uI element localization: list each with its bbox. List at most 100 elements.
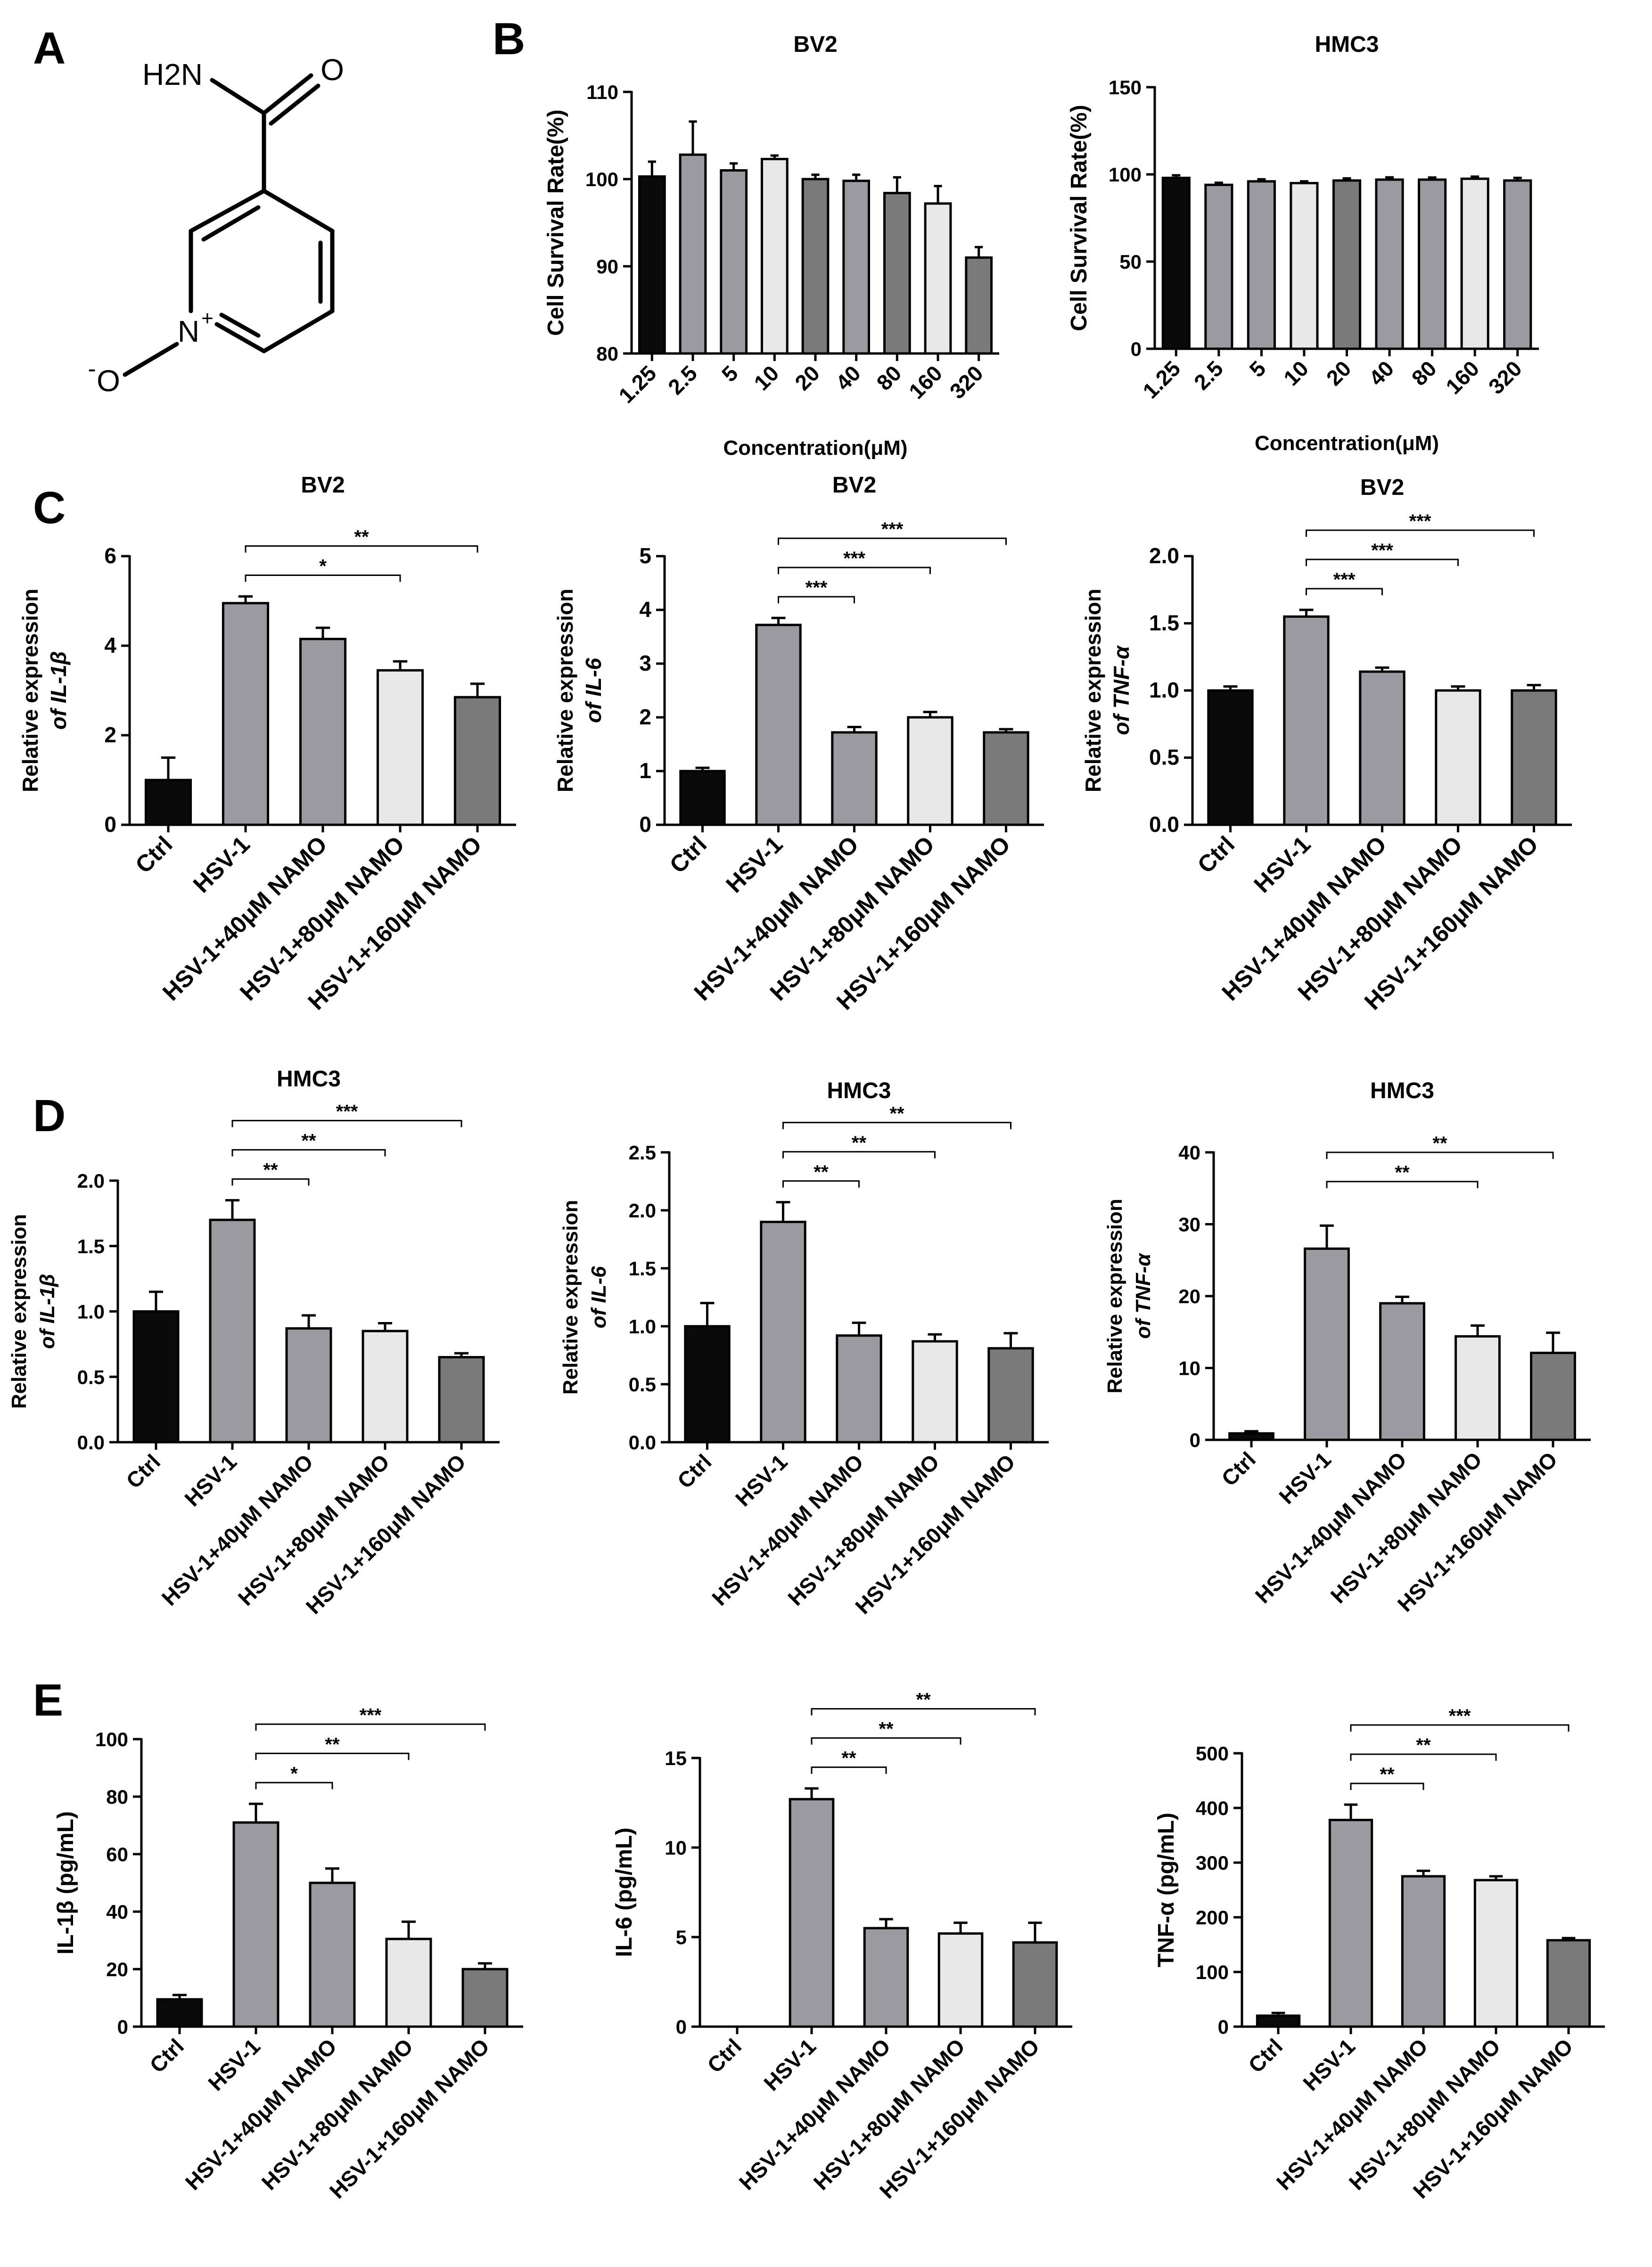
x-tick-label: HSV-1 bbox=[759, 2034, 821, 2095]
bar bbox=[1304, 1247, 1350, 1441]
y-tick-label: 1.0 bbox=[77, 1301, 105, 1323]
bar bbox=[1012, 1941, 1058, 2028]
significance-label: ** bbox=[852, 1133, 867, 1153]
x-tick-label: HSV-1+40μM NAMO bbox=[1250, 1447, 1411, 1608]
bar bbox=[1546, 1939, 1591, 2028]
bar bbox=[362, 1330, 409, 1444]
x-tick-label: 320 bbox=[1484, 356, 1527, 399]
chart-title: HMC3 bbox=[277, 1067, 341, 1092]
y-tick-label: 1.0 bbox=[1149, 678, 1179, 702]
molecule-structure bbox=[123, 73, 335, 377]
y-axis-label: Relative expression bbox=[559, 1200, 582, 1395]
panel-label-b: B bbox=[493, 14, 525, 64]
bar bbox=[983, 731, 1029, 826]
x-tick-label: HSV-1 bbox=[1249, 831, 1315, 898]
y-axis-label: TNF-α (pg/mL) bbox=[1154, 1813, 1179, 1967]
bar bbox=[863, 1927, 909, 2028]
y-tick-label: 40 bbox=[1178, 1142, 1200, 1164]
bar bbox=[883, 192, 911, 355]
y-tick-label: 90 bbox=[596, 255, 618, 278]
panel-label-d: D bbox=[33, 1091, 66, 1141]
x-tick-label: HSV-1+40μM NAMO bbox=[157, 1449, 318, 1610]
chart-title: HMC3 bbox=[1315, 32, 1379, 57]
x-tick-label: 320 bbox=[945, 361, 988, 403]
y-tick-label: 100 bbox=[585, 168, 618, 190]
y-tick-label: 0.5 bbox=[629, 1373, 656, 1396]
x-tick-label: 160 bbox=[904, 361, 947, 403]
chart-title: HMC3 bbox=[827, 1078, 891, 1103]
chart-c_il1b: BV2 0 2 4 6 Relative expression of IL-1β Ctrl HS… bbox=[18, 473, 516, 1015]
bar bbox=[679, 770, 726, 826]
significance-label: ** bbox=[1432, 1133, 1447, 1154]
chart-title: BV2 bbox=[793, 32, 837, 57]
x-tick-label: 1.25 bbox=[614, 361, 661, 408]
bar bbox=[1247, 180, 1276, 350]
y-tick-label: 1.5 bbox=[77, 1235, 105, 1257]
y-tick-label: 4 bbox=[104, 633, 116, 657]
bond-carbonyl-a bbox=[262, 73, 313, 115]
bar bbox=[1256, 2014, 1301, 2028]
y-tick-label: 10 bbox=[665, 1837, 687, 1859]
bar bbox=[987, 1347, 1034, 1444]
x-tick-label: 10 bbox=[749, 361, 783, 395]
significance-label: ** bbox=[1416, 1735, 1431, 1756]
y-tick-label: 2 bbox=[104, 723, 116, 747]
significance-bracket bbox=[811, 1708, 1036, 1716]
y-tick-label: 0 bbox=[1131, 338, 1142, 360]
y-tick-label: 0 bbox=[1218, 2016, 1229, 2038]
significance-bracket bbox=[245, 575, 401, 582]
x-axis-label: Concentration(μM) bbox=[1255, 432, 1439, 455]
y-tick-label: 0 bbox=[1190, 1429, 1200, 1451]
bar bbox=[144, 779, 192, 826]
y-axis-label: Cell Survival Rate(%) bbox=[1067, 105, 1092, 331]
x-tick-label: Ctrl bbox=[121, 1449, 165, 1493]
chart-b_hmc3: HMC3 0 50 100 150 Cell Survival Rate(%) 1.25 2.… bbox=[1067, 32, 1539, 455]
y-tick-label: 50 bbox=[1119, 251, 1142, 273]
y-axis-label-gene: of IL-1β bbox=[46, 651, 71, 730]
y-axis-label-gene: of TNF-α bbox=[1132, 1253, 1155, 1339]
significance-label: *** bbox=[1409, 511, 1431, 532]
y-tick-label: 0 bbox=[676, 2016, 687, 2038]
significance-label: *** bbox=[360, 1705, 382, 1725]
bar bbox=[965, 256, 993, 355]
x-tick-label: Ctrl bbox=[673, 1449, 716, 1493]
significance-bracket bbox=[231, 1149, 386, 1157]
significance-label: *** bbox=[336, 1101, 358, 1122]
significance-label: ** bbox=[841, 1748, 856, 1769]
x-tick-label: Ctrl bbox=[1243, 2034, 1287, 2078]
significance-label: ** bbox=[263, 1160, 278, 1181]
bar bbox=[232, 1821, 279, 2028]
significance-label: *** bbox=[1449, 1706, 1471, 1726]
bar bbox=[801, 178, 830, 355]
y-tick-label: 0.5 bbox=[77, 1366, 105, 1388]
bar bbox=[1511, 689, 1557, 826]
y-axis-label: Relative expression bbox=[1103, 1199, 1126, 1393]
y-tick-label: 100 bbox=[95, 1728, 128, 1750]
y-tick-label: 0.0 bbox=[77, 1431, 105, 1454]
bar bbox=[912, 1340, 958, 1444]
ring-double-3 bbox=[219, 312, 261, 338]
x-tick-label: 5 bbox=[1245, 356, 1271, 382]
bar bbox=[299, 638, 347, 826]
y-tick-label: 1.5 bbox=[629, 1257, 656, 1280]
x-tick-label: HSV-1+80μM NAMO bbox=[809, 2034, 970, 2194]
x-tick-label: HSV-1 bbox=[180, 1449, 241, 1511]
chart-title: BV2 bbox=[832, 473, 876, 498]
bar bbox=[1401, 1875, 1446, 2028]
x-tick-label: HSV-1 bbox=[731, 1449, 792, 1511]
y-tick-label: 0 bbox=[639, 812, 651, 837]
x-tick-label: 40 bbox=[831, 361, 865, 395]
bond-carbonyl-b bbox=[269, 83, 321, 126]
x-tick-label: HSV-1+80μM NAMO bbox=[233, 1449, 394, 1610]
y-tick-label: 5 bbox=[639, 543, 651, 568]
significance-label: *** bbox=[1371, 540, 1393, 561]
bar bbox=[132, 1310, 180, 1444]
significance-bracket bbox=[231, 1178, 310, 1186]
bar bbox=[924, 202, 952, 355]
x-tick-label: HSV-1 bbox=[1274, 1447, 1336, 1509]
significance-label: ** bbox=[354, 527, 369, 548]
y-tick-label: 4 bbox=[639, 597, 651, 622]
y-tick-label: 0 bbox=[104, 812, 116, 837]
